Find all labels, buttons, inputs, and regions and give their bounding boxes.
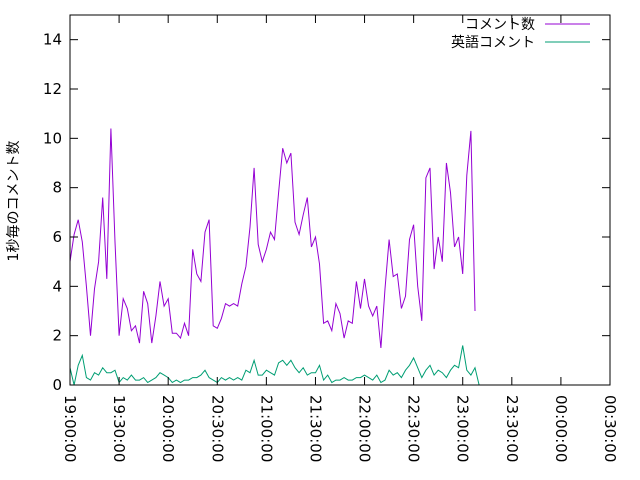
x-tick-label: 20:30:00 [208,395,226,462]
plot-content [69,128,480,386]
x-tick-label: 21:00:00 [257,395,275,462]
y-axis-ticks: 0 2 4 6 8 10 12 14 [43,31,610,394]
x-tick-label: 22:30:00 [405,395,423,462]
legend-label-1: コメント数 [465,17,535,33]
x-tick-label: 00:30:00 [601,395,619,462]
y-tick-label: 12 [43,80,62,98]
x-tick-label: 23:30:00 [503,395,521,462]
x-tick-label: 00:00:00 [552,395,570,462]
x-tick-label: 19:00:00 [61,395,79,462]
x-tick-label: 21:30:00 [306,395,324,462]
y-tick-label: 10 [43,129,62,147]
x-tick-label: 20:00:00 [159,395,177,462]
y-tick-label: 6 [52,228,62,246]
y-tick-label: 0 [52,376,62,394]
series-line-1 [69,128,476,349]
x-tick-label: 19:30:00 [110,395,128,462]
x-tick-label: 22:00:00 [356,395,374,462]
y-tick-label: 2 [52,327,62,345]
series-line-2 [69,345,480,386]
y-tick-label: 8 [52,179,62,197]
y-tick-label: 4 [52,277,62,295]
y-tick-label: 14 [43,31,62,49]
legend-label-2: 英語コメント [451,34,535,51]
x-axis-ticks: 19:00:00 19:30:00 20:00:00 20:30:00 21:00:00… [61,15,619,462]
y-axis-title: 1秒毎のコメント数 [6,141,22,262]
x-tick-label: 23:00:00 [454,395,472,462]
plot-frame [69,14,611,386]
